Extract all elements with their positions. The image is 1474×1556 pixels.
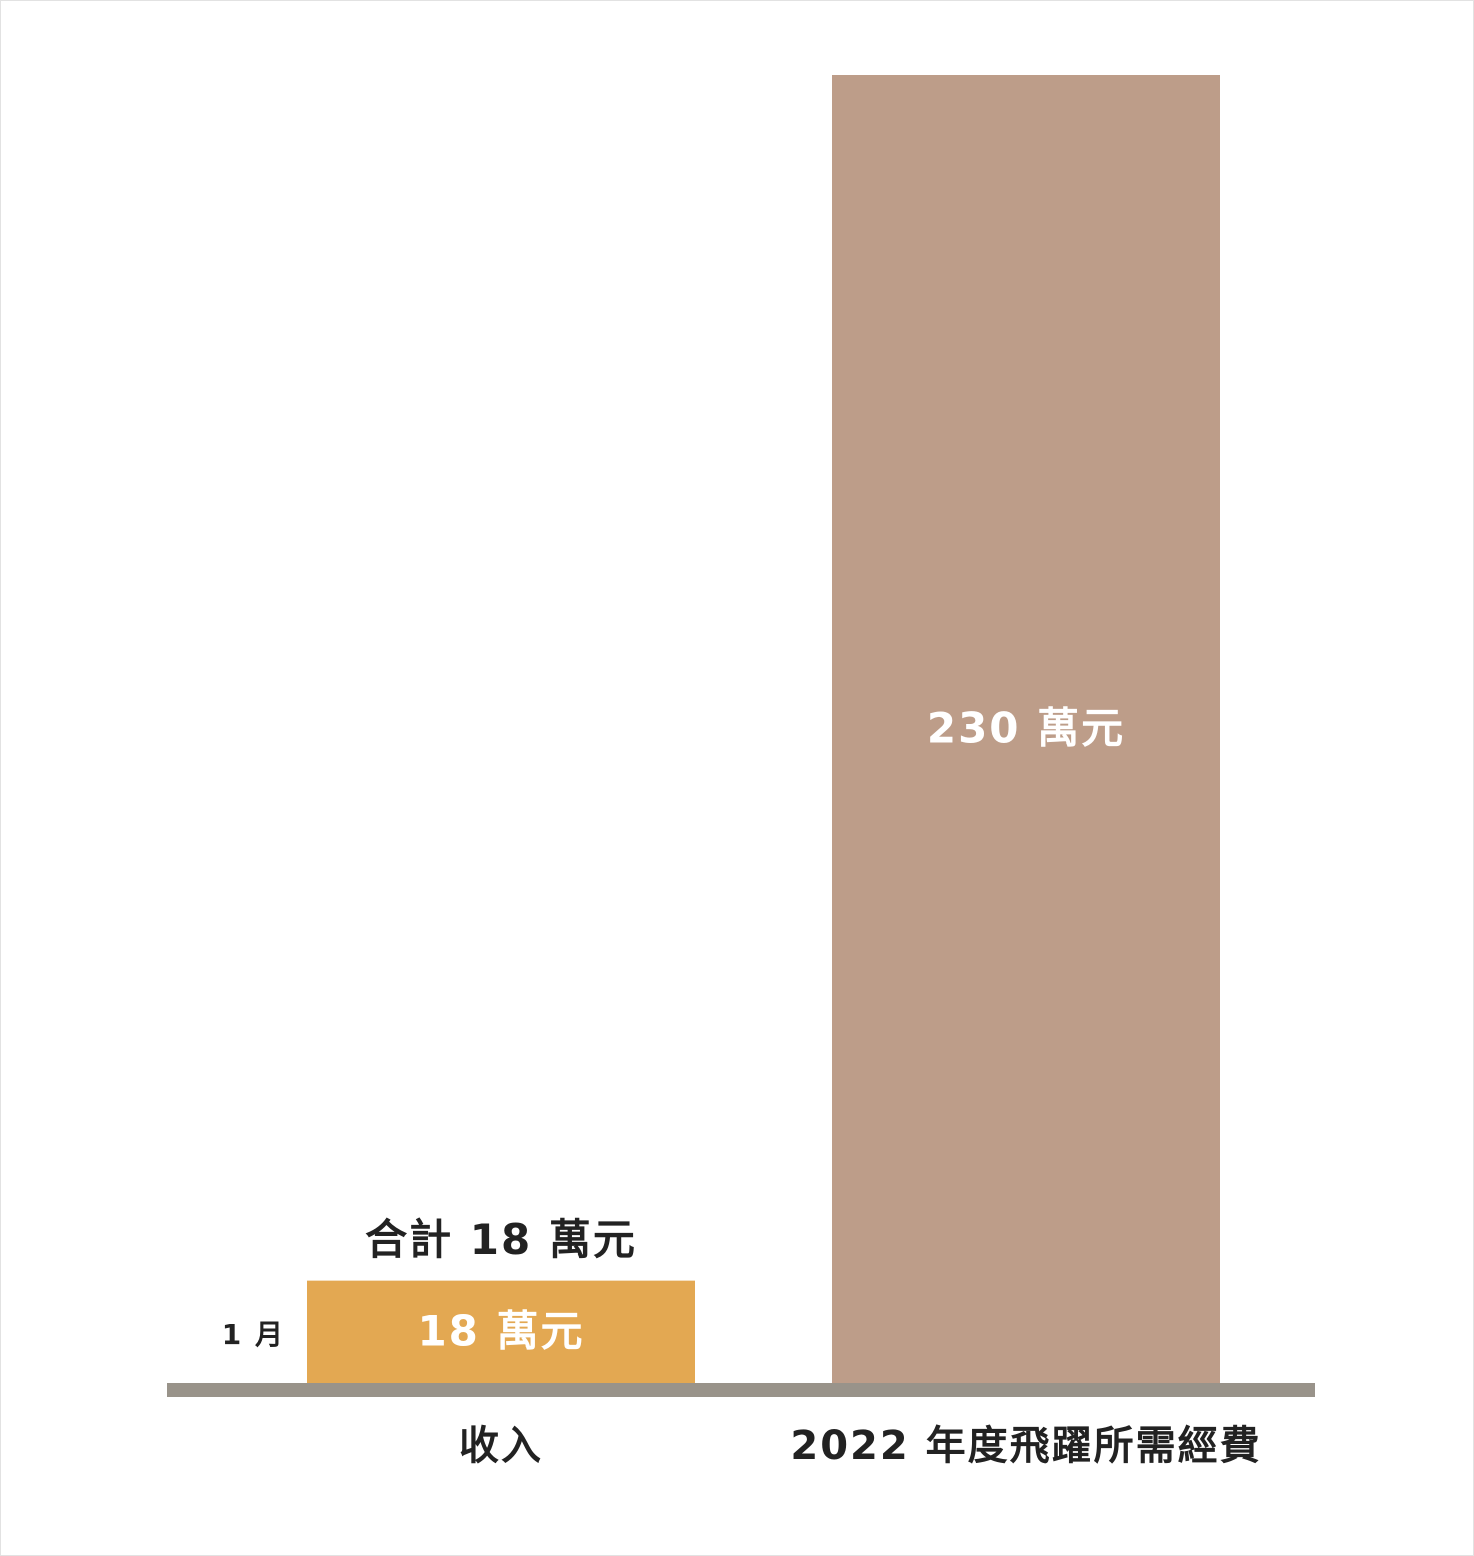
- x-tick-label: 收入: [459, 1423, 543, 1469]
- bar: [832, 75, 1220, 1383]
- value-label: 230 萬元: [927, 704, 1125, 753]
- bar: [307, 1280, 695, 1383]
- value-label: 18 萬元: [417, 1306, 584, 1355]
- total-label: 合計 18 萬元: [365, 1215, 637, 1264]
- baseline: [167, 1383, 1315, 1397]
- x-tick-label: 2022 年度飛躍所需經費: [790, 1423, 1261, 1469]
- segment-label: 1 月: [222, 1318, 285, 1351]
